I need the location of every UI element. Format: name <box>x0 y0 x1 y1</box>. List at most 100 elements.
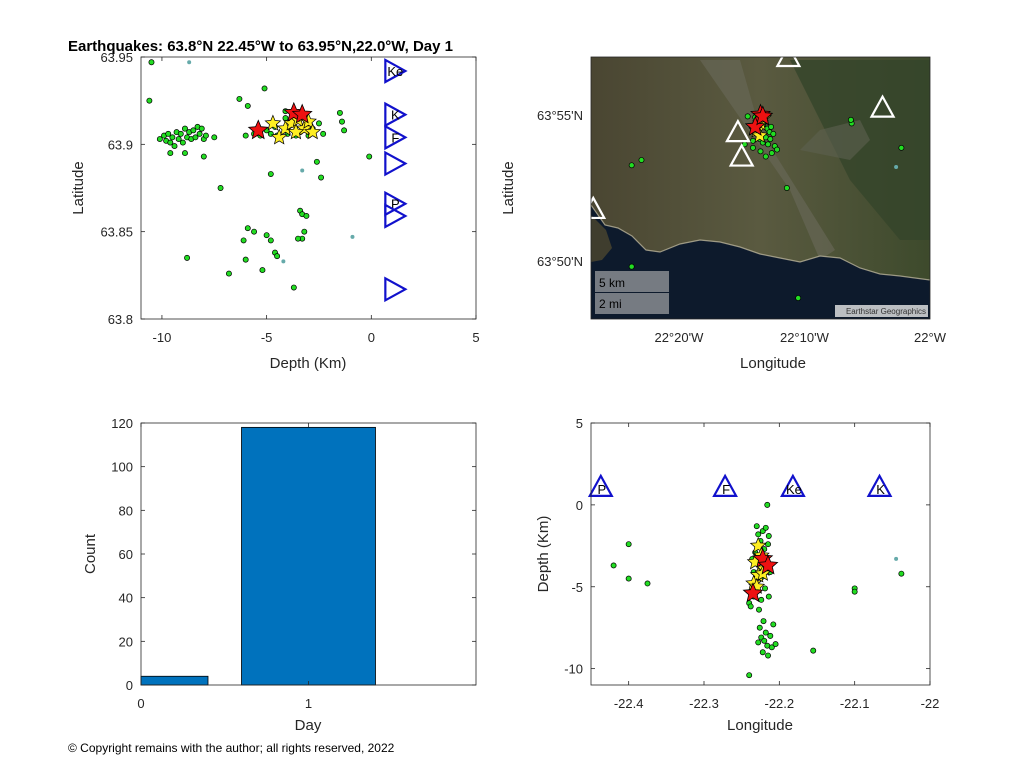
panel1-ylabel: Latitude <box>70 161 87 214</box>
x-tick-label: -5 <box>261 330 273 345</box>
y-tick-label: 60 <box>119 547 133 562</box>
quake-point <box>755 531 762 538</box>
quake-point <box>898 144 905 151</box>
quake-point <box>767 136 774 143</box>
station-marker <box>384 276 408 303</box>
quake-point <box>225 270 232 277</box>
quake-point <box>244 102 251 109</box>
quake-point-older <box>894 165 899 170</box>
station-marker <box>384 124 408 151</box>
figure-title: Earthquakes: 63.8°N 22.45°W to 63.95°N,2… <box>68 38 453 55</box>
station-label: F <box>391 130 399 145</box>
quake-point <box>261 85 268 92</box>
quake-point <box>202 132 209 139</box>
station-marker <box>780 473 806 497</box>
map-lava-field <box>700 60 835 260</box>
station-label: Ke <box>786 482 802 497</box>
station-marker <box>725 118 751 143</box>
station-marker <box>866 473 893 497</box>
y-tick-label: 63.85 <box>100 225 133 240</box>
y-tick-label: 120 <box>111 416 133 431</box>
station-label: K <box>876 482 885 497</box>
quake-point <box>783 185 790 191</box>
quake-point <box>295 235 301 242</box>
quake-point <box>182 125 188 132</box>
quake-point <box>167 150 174 157</box>
quake-point <box>336 109 343 116</box>
quake-point <box>795 295 802 301</box>
quake-point <box>316 120 322 127</box>
quake-point <box>301 228 308 235</box>
y-tick-label: -10 <box>564 662 583 677</box>
map-imagery <box>591 57 930 319</box>
panel1-background <box>141 57 476 319</box>
quake-point <box>762 585 768 592</box>
panel4-axes-box <box>590 422 931 686</box>
panel2-axes-box <box>590 56 931 320</box>
panel3-xlabel: Day <box>295 717 322 734</box>
quake-point <box>765 533 772 539</box>
quake-star-large <box>291 103 313 124</box>
quake-point <box>303 212 310 219</box>
quake-point <box>768 150 775 157</box>
y-tick-label: 0 <box>126 678 133 693</box>
scalebar-km-box <box>595 271 669 292</box>
quake-point-older <box>894 556 899 561</box>
map-sea <box>591 205 930 319</box>
y-tick-label: 80 <box>119 503 133 518</box>
station-label: P <box>391 197 400 212</box>
quake-point <box>765 541 771 548</box>
quake-point <box>847 116 854 123</box>
x-tick-label: 5 <box>472 330 479 345</box>
x-tick-label: 0 <box>368 330 375 345</box>
quake-star-medium <box>287 123 305 140</box>
count-bar <box>241 426 376 686</box>
quake-point-older <box>187 60 192 65</box>
quake-point <box>762 629 769 636</box>
quake-point <box>625 575 632 582</box>
station-marker <box>591 195 607 220</box>
y-tick-label: 40 <box>119 591 133 606</box>
quake-point <box>753 523 760 530</box>
station-marker <box>384 58 408 84</box>
quake-point <box>146 97 153 104</box>
station-marker <box>384 101 408 128</box>
quake-point <box>747 603 754 610</box>
quake-point <box>339 118 345 125</box>
quake-point-older <box>350 234 355 239</box>
quake-point <box>770 621 777 628</box>
count-bar <box>140 675 209 686</box>
y-tick-label: 63.8 <box>108 312 133 327</box>
y-tick-label: 0 <box>576 498 583 513</box>
panel1-xlabel: Depth (Km) <box>270 355 347 372</box>
map-coastline <box>591 204 930 281</box>
quake-point <box>267 171 274 177</box>
quake-point <box>196 130 203 137</box>
x-tick-label: 22°W <box>914 330 947 345</box>
quake-point <box>898 570 905 577</box>
y-tick-label: 63°55'N <box>537 108 583 123</box>
quake-point <box>746 672 753 679</box>
x-tick-label: 0 <box>137 696 144 711</box>
quake-point <box>759 649 766 656</box>
quake-point <box>765 593 772 600</box>
quake-point <box>762 524 769 531</box>
quake-point <box>148 59 155 66</box>
quake-star-large <box>744 115 766 136</box>
quake-point <box>851 588 858 595</box>
station-marker <box>587 473 614 497</box>
panel1-axes-box <box>140 56 477 320</box>
quake-point <box>184 254 191 261</box>
panel2-plot-layer <box>591 57 905 301</box>
x-tick-label: -22.4 <box>614 696 644 711</box>
station-marker <box>384 203 408 229</box>
quake-point <box>757 148 764 155</box>
station-marker <box>775 57 802 68</box>
station-label: F <box>722 482 730 497</box>
quake-point <box>171 143 178 150</box>
quake-point <box>251 228 258 235</box>
copyright-notice: © Copyright remains with the author; all… <box>68 741 395 755</box>
x-tick-label: -22 <box>921 696 940 711</box>
quake-point <box>244 225 251 232</box>
quake-star-large <box>752 105 774 126</box>
